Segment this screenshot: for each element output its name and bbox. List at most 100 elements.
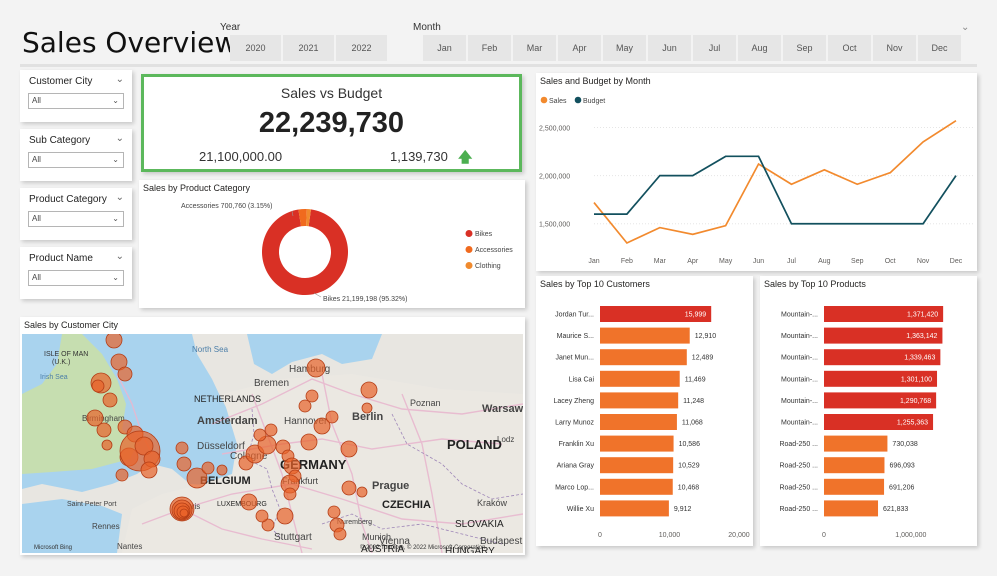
bar-value-label: 730,038	[892, 441, 917, 448]
bar[interactable]	[600, 478, 673, 495]
map-bubble[interactable]	[327, 505, 341, 519]
chevron-down-icon[interactable]: ⌄	[961, 22, 970, 33]
map-bubble[interactable]	[101, 439, 113, 451]
map-place-label: Berlin	[352, 411, 383, 423]
map-bubble[interactable]	[276, 507, 294, 525]
bar[interactable]	[600, 500, 669, 517]
bar-value-label: 9,912	[674, 506, 692, 513]
map-bubble[interactable]	[140, 461, 158, 479]
filter-dropdown[interactable]: All ⌄	[28, 211, 124, 227]
slicer-option-jul[interactable]: Jul	[693, 35, 736, 61]
bar[interactable]	[824, 478, 885, 495]
slicer-option-dec[interactable]: Dec	[918, 35, 961, 61]
slicer-option-2020[interactable]: 2020	[230, 35, 281, 61]
bar[interactable]	[600, 392, 679, 409]
map-bubble[interactable]	[134, 436, 154, 456]
bar[interactable]	[600, 370, 680, 387]
map-bubble[interactable]	[102, 392, 118, 408]
map-bubble[interactable]	[313, 417, 331, 435]
slicer-option-apr[interactable]: Apr	[558, 35, 601, 61]
bar[interactable]	[824, 435, 888, 452]
map-bubble[interactable]	[283, 487, 297, 501]
chevron-down-icon[interactable]: ⌄	[115, 192, 124, 203]
arrow-up-icon: 🡅	[458, 149, 473, 165]
map-bubble[interactable]	[216, 464, 228, 476]
map-bubble[interactable]	[264, 423, 278, 437]
chevron-down-icon[interactable]: ⌄	[115, 74, 124, 85]
map-bubble[interactable]	[341, 480, 357, 496]
map-place-label: Munich	[362, 532, 391, 542]
bar[interactable]	[824, 414, 934, 430]
map-bubble[interactable]	[298, 399, 312, 413]
bar-value-label: 1,290,768	[900, 398, 931, 405]
map-bubble[interactable]	[117, 366, 133, 382]
bar[interactable]	[824, 327, 943, 344]
year-slicer: 2020 2021 2022	[230, 35, 387, 61]
map-bubble[interactable]	[306, 358, 326, 378]
map-bubble[interactable]	[179, 508, 189, 518]
map-bubble[interactable]	[105, 334, 123, 349]
slicer-option-mar[interactable]: Mar	[513, 35, 556, 61]
map-bubble[interactable]	[361, 402, 373, 414]
products-bar-chart: Mountain-... 1,371,420 Mountain-... 1,363,1…	[779, 306, 944, 539]
map-bubble[interactable]	[305, 389, 319, 403]
map-bubble[interactable]	[325, 410, 339, 424]
bar[interactable]	[824, 500, 879, 517]
map-bubble[interactable]	[340, 440, 358, 458]
map-bubble[interactable]	[360, 381, 378, 399]
slicer-option-2021[interactable]: 2021	[283, 35, 334, 61]
slicer-option-may[interactable]: May	[603, 35, 646, 61]
map-bubble[interactable]	[356, 486, 368, 498]
x-tick-label: 1,000,000	[895, 532, 926, 539]
map-bubble[interactable]	[176, 456, 192, 472]
bar-category-label: Mountain-...	[781, 355, 818, 362]
filter-dropdown[interactable]: All ⌄	[28, 93, 124, 109]
map-bubble[interactable]	[86, 409, 104, 427]
slicer-option-jun[interactable]: Jun	[648, 35, 691, 61]
map-bubble[interactable]	[201, 461, 215, 475]
chevron-down-icon[interactable]: ⌄	[115, 251, 124, 262]
map-bubble[interactable]	[115, 468, 129, 482]
bar[interactable]	[600, 349, 687, 366]
map-place-label: AUSTRIA	[361, 544, 405, 553]
slicer-option-2022[interactable]: 2022	[336, 35, 387, 61]
map-bubble[interactable]	[175, 441, 189, 455]
map-bubble[interactable]	[91, 379, 105, 393]
bar[interactable]	[600, 414, 677, 430]
slicer-option-jan[interactable]: Jan	[423, 35, 466, 61]
map-bubble[interactable]	[240, 493, 258, 511]
slicer-option-nov[interactable]: Nov	[873, 35, 916, 61]
map-bubble[interactable]	[96, 422, 112, 438]
map-bubble[interactable]	[333, 527, 347, 541]
bar[interactable]	[600, 327, 690, 344]
map-bubble[interactable]	[261, 518, 275, 532]
filter-dropdown[interactable]: All ⌄	[28, 152, 124, 168]
map-place-label: Poznan	[410, 398, 441, 408]
bar[interactable]	[600, 457, 674, 474]
slicer-option-feb[interactable]: Feb	[468, 35, 511, 61]
slicer-option-sep[interactable]: Sep	[783, 35, 826, 61]
map-bubble[interactable]	[253, 428, 267, 442]
bar[interactable]	[600, 435, 674, 452]
bar[interactable]	[824, 457, 885, 474]
map-place-label: POLAND	[447, 437, 502, 452]
donut-slice-clothing[interactable]	[306, 209, 312, 227]
map-bubble[interactable]	[186, 467, 208, 489]
bar[interactable]	[600, 306, 712, 322]
series-line-sales[interactable]	[593, 119, 957, 245]
chevron-down-icon[interactable]: ⌄	[115, 133, 124, 144]
bar[interactable]	[824, 349, 941, 366]
bar[interactable]	[824, 306, 944, 322]
donut-slice-accessories[interactable]	[298, 209, 307, 227]
series-line-budget[interactable]	[594, 155, 957, 225]
slicer-option-oct[interactable]: Oct	[828, 35, 871, 61]
bar[interactable]	[824, 370, 938, 387]
map-bubble[interactable]	[255, 509, 269, 523]
slicer-option-aug[interactable]: Aug	[738, 35, 781, 61]
bar[interactable]	[824, 392, 937, 409]
map-bubble[interactable]	[300, 433, 318, 451]
donut-slice-bikes[interactable]	[261, 209, 348, 295]
filter-dropdown[interactable]: All ⌄	[28, 270, 124, 286]
bar-category-label: Maurice S...	[557, 333, 594, 340]
